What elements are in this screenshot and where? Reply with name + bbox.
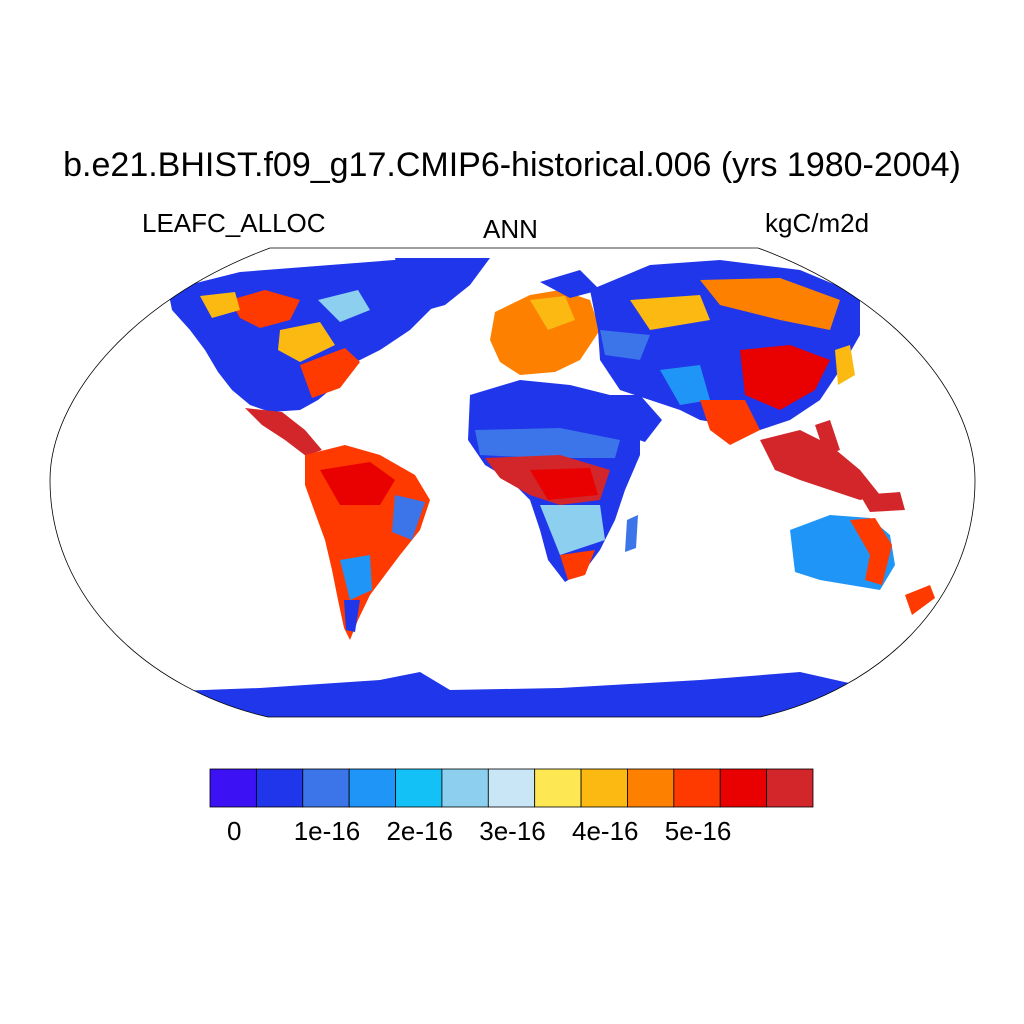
new-zealand bbox=[905, 585, 935, 615]
colorbar-swatch bbox=[719, 768, 768, 808]
japan bbox=[835, 345, 855, 385]
colorbar-swatch bbox=[766, 768, 814, 808]
southeast-asia bbox=[760, 430, 880, 500]
colorbar-swatch bbox=[395, 768, 443, 808]
europe bbox=[490, 290, 600, 375]
map-title: b.e21.BHIST.f09_g17.CMIP6-historical.006… bbox=[63, 146, 961, 184]
colorbar-swatch bbox=[441, 768, 489, 808]
colorbar-swatch bbox=[487, 768, 536, 808]
units-label: kgC/m2d bbox=[765, 208, 870, 238]
colorbar-tick-label: 3e-16 bbox=[479, 816, 546, 846]
central-america bbox=[245, 408, 322, 456]
colorbar bbox=[209, 768, 814, 808]
colorbar-tick-label: 0 bbox=[226, 816, 242, 846]
madagascar bbox=[625, 515, 638, 552]
colorbar-tick-label: 4e-16 bbox=[572, 816, 639, 846]
colorbar-swatch bbox=[302, 768, 350, 808]
colorbar-swatch bbox=[255, 768, 304, 808]
season-label: ANN bbox=[483, 214, 538, 244]
greenland bbox=[395, 258, 490, 312]
colorbar-swatch bbox=[534, 768, 582, 808]
colorbar-swatch bbox=[348, 768, 396, 808]
antarctica bbox=[60, 672, 975, 717]
colorbar-swatch bbox=[209, 768, 257, 808]
colorbar-swatch bbox=[627, 768, 675, 808]
colorbar-tick-label: 2e-16 bbox=[386, 816, 453, 846]
variable-name: LEAFC_ALLOC bbox=[142, 208, 326, 238]
colorbar-tick-label: 1e-16 bbox=[293, 816, 361, 846]
colorbar-swatch bbox=[580, 768, 628, 808]
colorbar-tick-label: 5e-16 bbox=[664, 816, 732, 846]
globe-outline bbox=[49, 247, 976, 718]
colorbar-swatch bbox=[673, 768, 721, 808]
arabia bbox=[600, 395, 662, 442]
